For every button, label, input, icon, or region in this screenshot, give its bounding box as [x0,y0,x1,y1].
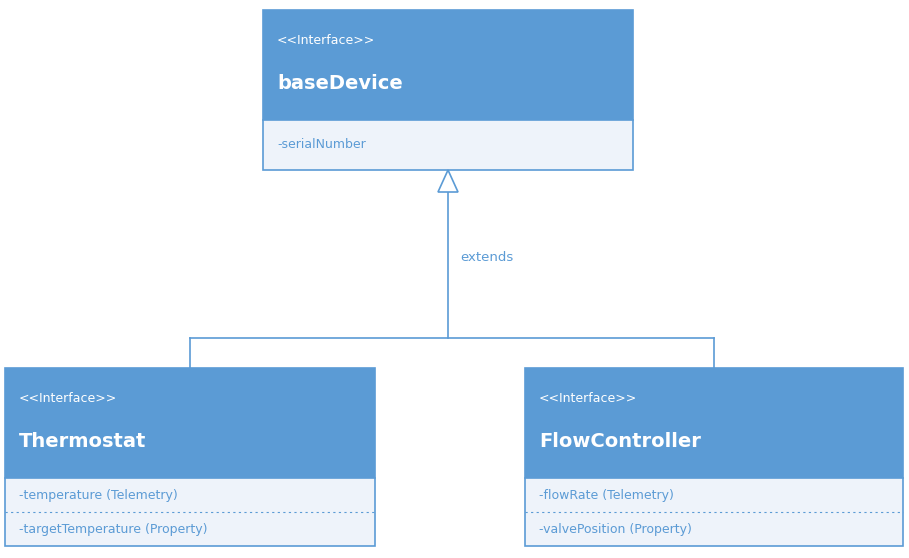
Polygon shape [438,170,458,192]
Bar [525,478,903,546]
Text: -valvePosition (Property): -valvePosition (Property) [539,522,692,536]
Bar [5,478,375,546]
Bar [5,368,375,478]
Text: FlowController: FlowController [539,432,701,451]
Text: <<Interface>>: <<Interface>> [19,392,117,405]
Text: baseDevice: baseDevice [277,74,403,93]
Text: -temperature (Telemetry): -temperature (Telemetry) [19,488,178,502]
Text: -serialNumber: -serialNumber [277,138,365,152]
Text: <<Interface>>: <<Interface>> [277,34,375,47]
Bar [525,368,903,478]
Text: -flowRate (Telemetry): -flowRate (Telemetry) [539,488,674,502]
Text: -targetTemperature (Property): -targetTemperature (Property) [19,522,207,536]
Text: Thermostat: Thermostat [19,432,146,451]
Text: extends: extends [460,251,514,264]
Text: <<Interface>>: <<Interface>> [539,392,637,405]
Bar [263,10,633,120]
Bar [263,120,633,170]
